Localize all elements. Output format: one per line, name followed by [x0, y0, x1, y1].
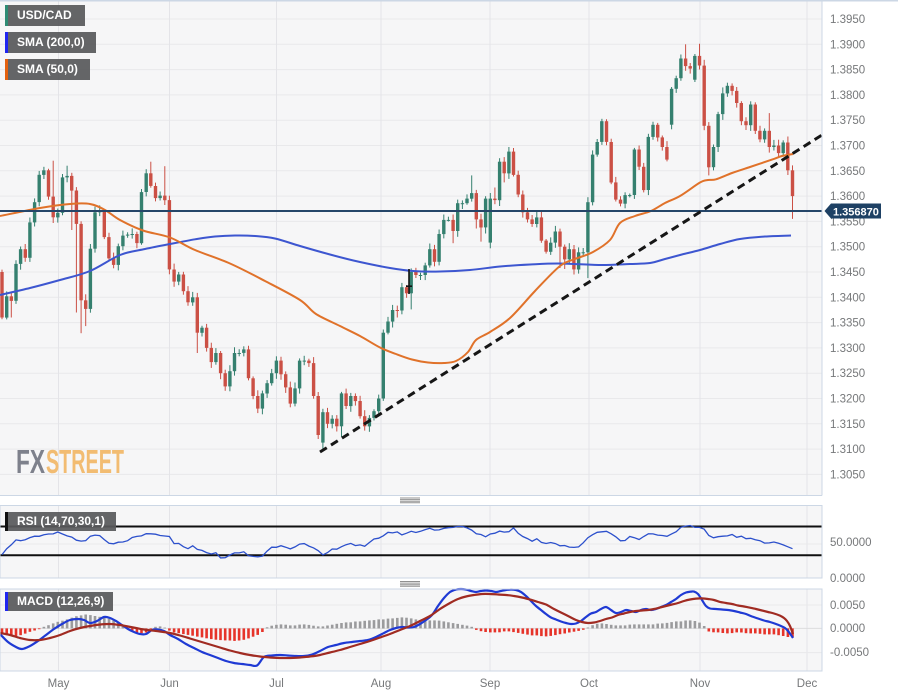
- svg-text:0.0000: 0.0000: [830, 623, 865, 635]
- svg-text:0.0000: 0.0000: [830, 573, 865, 585]
- svg-text:1.3350: 1.3350: [830, 318, 865, 330]
- svg-text:1.3600: 1.3600: [830, 191, 865, 203]
- svg-text:STREET: STREET: [46, 443, 124, 480]
- svg-text:Jun: Jun: [160, 678, 179, 690]
- svg-text:1.3050: 1.3050: [830, 469, 865, 481]
- svg-text:1.3950: 1.3950: [830, 14, 865, 26]
- svg-text:1.3700: 1.3700: [830, 141, 865, 153]
- svg-text:1.3250: 1.3250: [830, 368, 865, 380]
- svg-text:1.3850: 1.3850: [830, 65, 865, 77]
- svg-text:-0.0050: -0.0050: [830, 647, 869, 659]
- svg-text:Sep: Sep: [480, 678, 500, 690]
- svg-text:1.3550: 1.3550: [830, 216, 865, 228]
- svg-text:1.3650: 1.3650: [830, 166, 865, 178]
- svg-text:0.0050: 0.0050: [830, 600, 865, 612]
- svg-text:1.3150: 1.3150: [830, 419, 865, 431]
- svg-text:FX: FX: [16, 443, 45, 480]
- svg-text:1.3400: 1.3400: [830, 292, 865, 304]
- svg-text:1.3500: 1.3500: [830, 242, 865, 254]
- svg-text:1.3900: 1.3900: [830, 39, 865, 51]
- svg-text:1.3450: 1.3450: [830, 267, 865, 279]
- svg-text:1.3200: 1.3200: [830, 394, 865, 406]
- svg-text:1.3750: 1.3750: [830, 115, 865, 127]
- svg-text:1.3300: 1.3300: [830, 343, 865, 355]
- svg-text:Jul: Jul: [269, 678, 284, 690]
- svg-text:1.356870: 1.356870: [833, 207, 879, 219]
- svg-text:Aug: Aug: [371, 678, 391, 690]
- svg-text:May: May: [48, 678, 70, 690]
- svg-text:Nov: Nov: [690, 678, 711, 690]
- svg-text:1.3100: 1.3100: [830, 444, 865, 456]
- svg-text:Dec: Dec: [797, 678, 818, 690]
- svg-text:50.0000: 50.0000: [830, 537, 872, 549]
- svg-text:1.3800: 1.3800: [830, 90, 865, 102]
- svg-text:Oct: Oct: [580, 678, 599, 690]
